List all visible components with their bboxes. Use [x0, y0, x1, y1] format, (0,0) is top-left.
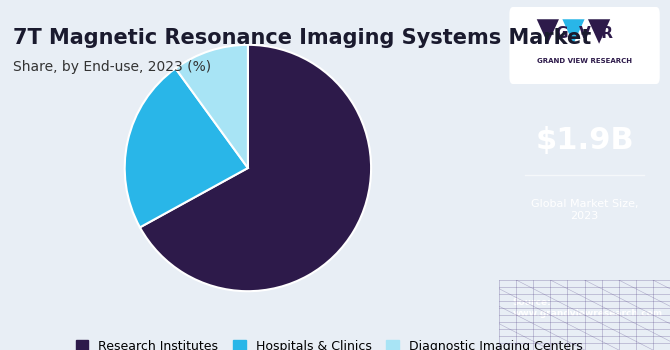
- Polygon shape: [537, 19, 559, 44]
- Wedge shape: [176, 45, 248, 168]
- Polygon shape: [588, 19, 610, 44]
- Polygon shape: [562, 19, 584, 44]
- Wedge shape: [140, 45, 371, 291]
- Text: $1.9B: $1.9B: [535, 126, 634, 154]
- Text: Share, by End-use, 2023 (%): Share, by End-use, 2023 (%): [13, 60, 212, 74]
- Legend: Research Institutes, Hospitals & Clinics, Diagnostic Imaging Centers: Research Institutes, Hospitals & Clinics…: [76, 340, 583, 350]
- Text: Source:
www.grandviewresearch.com: Source: www.grandviewresearch.com: [513, 298, 663, 318]
- Text: Global Market Size,
2023: Global Market Size, 2023: [531, 199, 639, 221]
- Wedge shape: [125, 68, 248, 228]
- Text: 7T Magnetic Resonance Imaging Systems Market: 7T Magnetic Resonance Imaging Systems Ma…: [13, 28, 592, 48]
- Text: GRAND VIEW RESEARCH: GRAND VIEW RESEARCH: [537, 58, 632, 64]
- FancyBboxPatch shape: [509, 7, 660, 84]
- Text: G  V  R: G V R: [556, 26, 613, 41]
